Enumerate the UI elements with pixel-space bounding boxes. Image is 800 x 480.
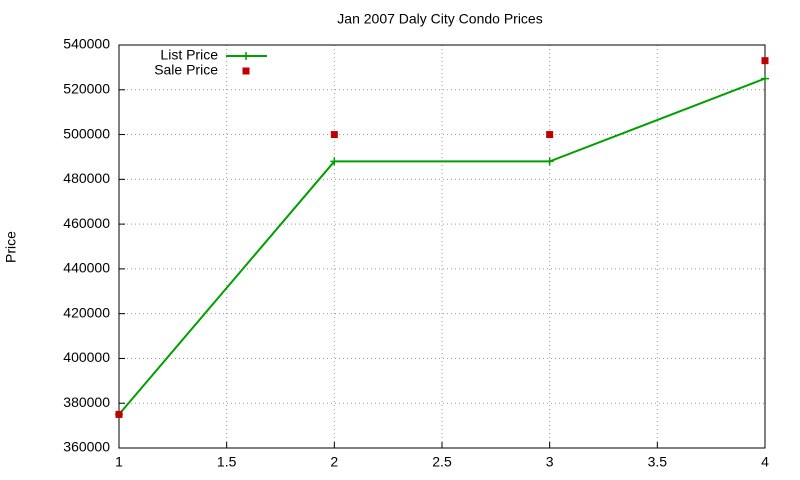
point [761, 74, 769, 83]
y-tick-label: 480000 [63, 170, 110, 186]
legend-swatch [242, 52, 250, 60]
point [761, 57, 769, 65]
y-tick-label: 360000 [63, 439, 110, 455]
y-tick-label: 500000 [63, 125, 110, 141]
y-tick-label: 400000 [63, 349, 110, 365]
x-tick-label: 3.5 [648, 454, 668, 470]
point [545, 157, 554, 166]
point [115, 410, 123, 418]
legend-label: Sale Price [154, 62, 218, 78]
x-tick-label: 2 [330, 454, 338, 470]
x-tick-label: 1 [115, 454, 123, 470]
point [546, 131, 554, 139]
plot-border [118, 44, 766, 449]
x-tick-label: 2.5 [432, 454, 452, 470]
y-axis-label: Price [3, 231, 19, 263]
y-tick-label: 520000 [63, 80, 110, 96]
chart-title: Jan 2007 Daly City Condo Prices [337, 11, 542, 27]
point [330, 157, 339, 166]
series-line [118, 77, 766, 416]
x-tick-label: 1.5 [217, 454, 237, 470]
x-tick-label: 3 [546, 454, 554, 470]
x-tick-label: 4 [761, 454, 769, 470]
point [330, 131, 338, 139]
y-tick-label: 380000 [63, 394, 110, 410]
y-tick-label: 420000 [63, 304, 110, 320]
y-tick-label: 540000 [63, 36, 110, 52]
legend-label: List Price [160, 47, 218, 63]
y-tick-label: 460000 [63, 215, 110, 231]
y-tick-label: 440000 [63, 260, 110, 276]
legend-swatch [242, 67, 250, 75]
